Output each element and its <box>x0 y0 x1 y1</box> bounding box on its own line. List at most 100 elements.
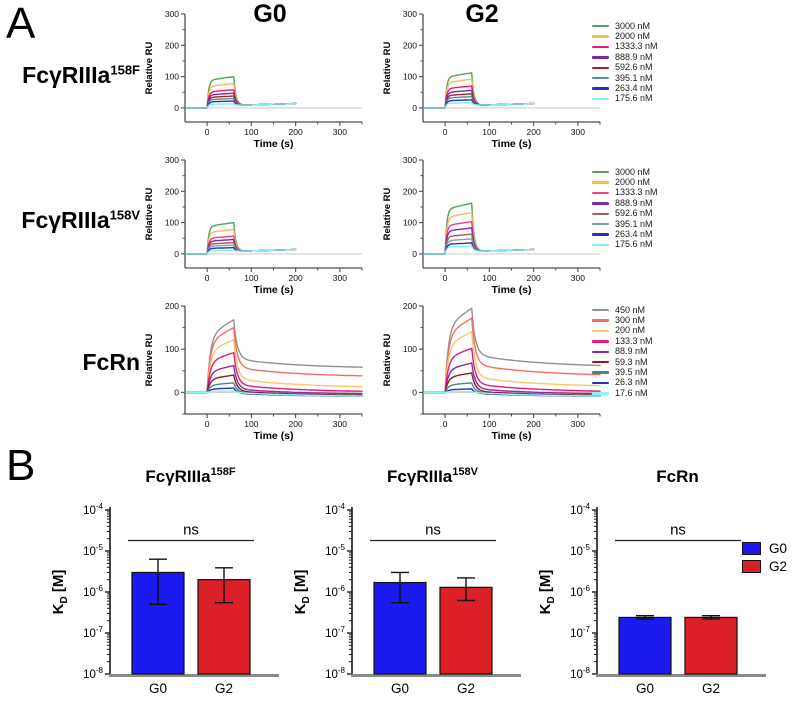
series-300-nM <box>423 317 601 394</box>
legend-item: 133.3 nM <box>592 336 653 346</box>
legend-item: 175.6 nM <box>592 240 658 250</box>
series-17.6-nM <box>423 390 601 397</box>
y-tick-label: 0 <box>412 249 417 259</box>
legend-item: 450 nM <box>592 305 653 315</box>
x-axis-title: Time (s) <box>253 430 293 442</box>
x-tick-label: 100 <box>482 127 496 137</box>
x-tick-label: 0 <box>205 273 210 283</box>
x-tick-label: 0 <box>205 419 210 429</box>
x-tick-label: 100 <box>482 419 496 429</box>
y-tick-label: 10-4 <box>570 502 590 517</box>
legend-line-swatch <box>592 392 609 395</box>
x-axis-title: Time (s) <box>491 138 531 150</box>
x-tick-label: 300 <box>571 273 585 283</box>
x-category-label: G2 <box>457 681 475 696</box>
y-tick-label: 300 <box>165 9 179 19</box>
series-2000-nM <box>423 211 535 255</box>
legend-label: 200 nM <box>615 325 646 336</box>
legend-label: 888.9 nM <box>615 51 653 62</box>
y-axis-title: Relative RU <box>382 187 393 240</box>
sensorgram-fcgriiia158f-g0: 0 100 200 300 0 100 200 300 Relative RU Time (s) <box>144 9 363 150</box>
y-axis-title: Relative RU <box>382 41 393 94</box>
row-label-fcgriiia158f: FcγRIIIa158F <box>0 62 140 89</box>
sensorgram-fcrn-g0: 0 100 200 0 100 200 300 Relative RU Time (s) <box>144 301 363 442</box>
x-category-label: G0 <box>391 681 409 696</box>
series-17.6-nM <box>185 390 363 397</box>
legend-label: 263.4 nM <box>615 229 653 240</box>
chart-title: FcRn <box>656 467 699 486</box>
legend-label: 3000 nM <box>615 166 651 177</box>
legend-item: 592.6 nM <box>592 209 658 219</box>
legend-item: 300 nM <box>592 315 653 325</box>
legend-label: 2000 nM <box>615 177 651 188</box>
legend-item: 592.6 nM <box>592 63 658 73</box>
legend-line-swatch <box>592 340 609 343</box>
legend-item: 59.3 nM <box>592 357 653 367</box>
x-axis-title: Time (s) <box>491 284 531 296</box>
y-tick-label: 200 <box>165 186 179 196</box>
legend-line-swatch <box>592 202 609 205</box>
x-axis-title: Time (s) <box>253 138 293 150</box>
y-axis-title: Relative RU <box>144 41 155 94</box>
legend-line-swatch <box>592 243 609 247</box>
legend-label: 17.6 nM <box>615 387 648 398</box>
x-category-label: G0 <box>636 681 654 696</box>
series-3000-nM <box>423 202 535 255</box>
bar-legend-swatch <box>742 560 761 573</box>
legend-item: 1333.3 nM <box>592 188 658 198</box>
legend-label: 26.3 nM <box>615 377 648 388</box>
x-tick-label: 100 <box>244 127 258 137</box>
legend-label: 592.6 nM <box>615 62 653 73</box>
sig-label: ns <box>425 522 441 539</box>
sig-label: ns <box>183 522 199 539</box>
series-175.6-nM <box>185 102 297 109</box>
series-3000-nM <box>185 75 297 109</box>
legend-label: 1333.3 nM <box>615 41 658 52</box>
legend-line-swatch <box>592 181 609 184</box>
y-tick-label: 10-5 <box>325 543 345 558</box>
x-tick-label: 0 <box>443 273 448 283</box>
bar-g2 <box>439 586 493 675</box>
legend-item: 3000 nM <box>592 167 658 177</box>
y-tick-label: 10-4 <box>325 502 345 517</box>
y-tick-label: 10-7 <box>325 625 345 640</box>
legend-label: 3000 nM <box>615 20 651 31</box>
row-label-text: FcγRIIIa <box>22 62 111 88</box>
series-175.6-nM <box>185 248 297 255</box>
legend-label: 888.9 nM <box>615 197 653 208</box>
legend-label: 300 nM <box>615 315 646 326</box>
x-tick-label: 300 <box>333 273 347 283</box>
legend-label: 88.9 nM <box>615 346 648 357</box>
x-tick-label: 200 <box>289 127 303 137</box>
x-category-label: G2 <box>702 681 720 696</box>
x-tick-label: 200 <box>289 419 303 429</box>
series-88.9-nM <box>423 362 601 395</box>
y-tick-label: 10-8 <box>570 666 590 681</box>
legend-fcrn: 450 nM 300 nM 200 nM 133.3 nM 88.9 nM 59.3 nM… <box>592 305 653 399</box>
y-tick-label: 0 <box>174 249 179 259</box>
legend-label: 2000 nM <box>615 31 651 42</box>
x-category-label: G0 <box>149 681 167 696</box>
y-tick-label: 100 <box>403 72 417 82</box>
legend-line-swatch <box>592 371 609 374</box>
legend-line-swatch <box>592 360 609 364</box>
y-axis-title: Relative RU <box>382 333 393 386</box>
y-tick-label: 100 <box>165 218 179 228</box>
y-tick-label: 10-8 <box>325 666 345 681</box>
series-3000-nM <box>423 72 535 109</box>
y-tick-label: 10-7 <box>83 625 103 640</box>
legend-line-swatch <box>592 222 609 226</box>
legend-item: 175.6 nM <box>592 94 658 104</box>
y-axis-title: KD [M] <box>292 570 312 615</box>
series-200-nM <box>185 339 363 394</box>
series-175.6-nM <box>423 245 535 255</box>
row-label-fcrn: FcRn <box>0 349 141 376</box>
row-label-text: FcγRIIIa <box>21 207 110 233</box>
chart-title: FcγRIIIa158F <box>145 466 236 486</box>
chart-title: FcγRIIIa158V <box>387 466 479 486</box>
series-395.1-nM <box>423 95 535 109</box>
series-450-nM <box>185 319 363 394</box>
legend-item: 888.9 nM <box>592 198 658 208</box>
legend-label: 395.1 nM <box>615 72 653 83</box>
